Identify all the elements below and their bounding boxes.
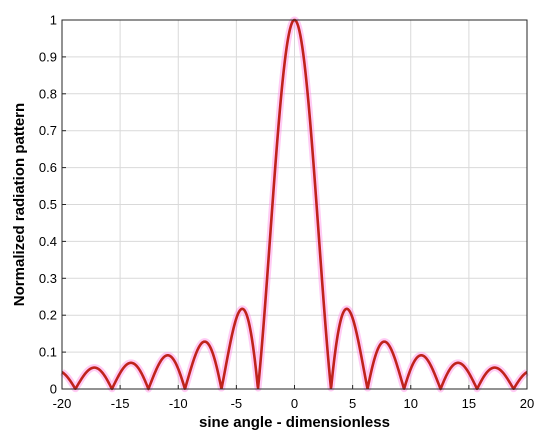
y-tick-label-6: 0.6 — [39, 160, 57, 175]
x-tick-label-8: 20 — [520, 396, 534, 411]
plot-frame — [61, 19, 528, 390]
x-tick-label-2: -10 — [169, 396, 188, 411]
y-tick-label-10: 1 — [50, 13, 57, 28]
x-tick-label-6: 10 — [404, 396, 418, 411]
y-tick-labels: 0 0.1 0.2 0.3 0.4 0.5 0.6 0.7 0.8 0.9 1 — [39, 13, 57, 397]
x-tick-label-7: 15 — [462, 396, 476, 411]
x-tick-label-5: 5 — [349, 396, 356, 411]
x-tick-label-1: -15 — [111, 396, 130, 411]
y-tick-label-5: 0.5 — [39, 197, 57, 212]
y-axis-label: Normalized radiation pattern — [11, 103, 28, 306]
y-tick-label-1: 0.1 — [39, 345, 57, 360]
y-tick-label-0: 0 — [50, 382, 57, 397]
y-tick-label-3: 0.3 — [39, 271, 57, 286]
y-tick-label-4: 0.4 — [39, 234, 57, 249]
x-tick-label-0: -20 — [53, 396, 72, 411]
y-tick-label-7: 0.7 — [39, 123, 57, 138]
x-tick-label-4: 0 — [291, 396, 298, 411]
y-tick-label-2: 0.2 — [39, 308, 57, 323]
x-tick-labels: -20 -15 -10 -5 0 5 10 15 20 — [53, 396, 535, 411]
grid — [61, 19, 528, 390]
y-tick-label-8: 0.8 — [39, 86, 57, 101]
y-tick-label-9: 0.9 — [39, 49, 57, 64]
x-axis-label: sine angle - dimensionless — [199, 414, 390, 431]
x-tick-label-3: -5 — [231, 396, 243, 411]
